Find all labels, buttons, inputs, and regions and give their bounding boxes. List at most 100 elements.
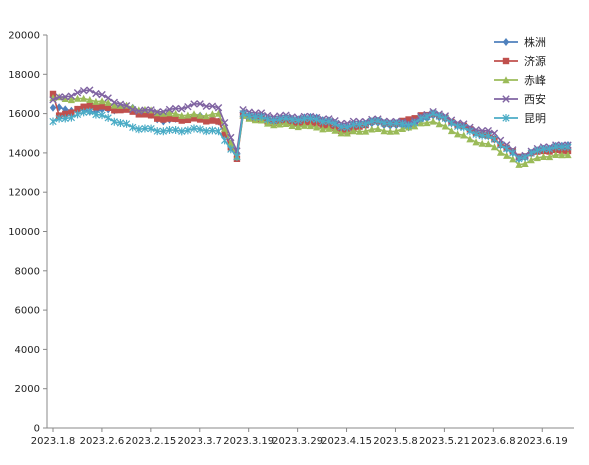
data-point bbox=[104, 94, 112, 102]
data-point bbox=[319, 117, 327, 126]
data-point bbox=[484, 140, 492, 148]
data-point bbox=[552, 142, 560, 151]
data-point bbox=[503, 151, 511, 159]
x-tick-label: 2023.3.29 bbox=[272, 436, 323, 447]
data-point bbox=[214, 127, 223, 136]
data-point bbox=[441, 122, 449, 130]
data-point bbox=[392, 119, 400, 128]
data-point bbox=[306, 114, 315, 123]
legend-label: 西安 bbox=[524, 92, 546, 106]
data-point bbox=[68, 109, 75, 116]
data-point bbox=[521, 153, 529, 162]
data-point bbox=[362, 120, 370, 129]
data-point bbox=[196, 111, 204, 119]
data-point bbox=[122, 119, 131, 128]
data-point bbox=[454, 122, 462, 131]
data-point bbox=[423, 112, 431, 121]
data-point bbox=[49, 103, 57, 112]
y-tick-label: 16000 bbox=[8, 109, 40, 120]
data-point bbox=[263, 115, 272, 124]
data-point bbox=[484, 132, 492, 141]
data-point bbox=[282, 119, 290, 127]
data-point bbox=[221, 136, 229, 145]
data-point bbox=[546, 153, 554, 161]
data-point bbox=[159, 127, 167, 136]
x-tick-label: 2023.6.19 bbox=[517, 436, 568, 447]
data-point bbox=[220, 118, 229, 127]
data-point bbox=[349, 127, 358, 135]
data-point bbox=[184, 126, 192, 135]
data-point bbox=[141, 124, 149, 133]
data-point bbox=[539, 144, 548, 153]
y-tick-label: 12000 bbox=[8, 188, 40, 199]
data-point bbox=[502, 76, 510, 84]
data-point bbox=[209, 117, 216, 124]
data-point bbox=[178, 127, 186, 136]
data-point bbox=[147, 106, 155, 114]
data-point bbox=[129, 108, 136, 115]
data-point bbox=[86, 102, 93, 109]
data-point bbox=[294, 116, 302, 125]
legend-label: 赤峰 bbox=[524, 74, 546, 87]
data-point bbox=[116, 119, 125, 128]
data-point bbox=[423, 119, 431, 127]
data-point bbox=[380, 119, 388, 128]
data-point bbox=[251, 113, 259, 122]
data-point bbox=[202, 102, 210, 110]
data-point bbox=[282, 114, 290, 123]
data-point bbox=[98, 111, 106, 120]
data-point bbox=[325, 117, 333, 126]
data-point bbox=[122, 101, 131, 110]
y-tick-label: 18000 bbox=[8, 70, 40, 81]
data-point bbox=[117, 106, 124, 114]
data-point bbox=[257, 112, 266, 121]
data-point bbox=[110, 98, 119, 107]
data-point bbox=[86, 86, 94, 94]
data-point bbox=[135, 125, 143, 134]
data-point bbox=[502, 114, 510, 122]
data-point bbox=[239, 109, 247, 118]
data-point bbox=[73, 89, 82, 97]
x-tick-label: 2023.5.8 bbox=[373, 436, 418, 447]
data-point bbox=[104, 113, 112, 122]
data-point bbox=[98, 103, 106, 110]
data-point bbox=[509, 148, 517, 157]
data-point bbox=[515, 160, 523, 168]
data-point bbox=[92, 104, 100, 111]
data-point bbox=[160, 116, 167, 123]
series-4 bbox=[49, 107, 572, 163]
data-point bbox=[135, 107, 143, 115]
data-point bbox=[460, 123, 468, 132]
data-point bbox=[276, 120, 284, 128]
data-point bbox=[447, 127, 456, 135]
data-point bbox=[208, 126, 217, 135]
data-point bbox=[441, 114, 450, 123]
data-point bbox=[313, 123, 321, 131]
legend-label: 株洲 bbox=[524, 35, 546, 49]
data-point bbox=[558, 151, 566, 159]
data-point bbox=[165, 126, 174, 135]
data-point bbox=[490, 135, 499, 144]
y-tick-label: 14000 bbox=[8, 148, 40, 159]
data-point bbox=[294, 123, 302, 131]
data-point bbox=[429, 109, 437, 118]
data-point bbox=[490, 129, 499, 137]
x-axis-ticks: 2023.1.8 2023.2.6 2023.2.15 2023.3.7 2023.3.… bbox=[31, 428, 568, 447]
data-point bbox=[533, 146, 541, 155]
data-point bbox=[478, 131, 486, 140]
data-point bbox=[178, 117, 185, 124]
data-point bbox=[233, 152, 241, 161]
data-point bbox=[111, 107, 118, 114]
data-point bbox=[92, 97, 100, 105]
data-point bbox=[104, 104, 112, 112]
x-tick-label: 2023.5.21 bbox=[419, 436, 470, 447]
data-point bbox=[116, 101, 125, 109]
data-point bbox=[545, 145, 554, 154]
data-point bbox=[398, 119, 407, 128]
data-point bbox=[80, 94, 88, 102]
data-point bbox=[533, 154, 541, 162]
data-point bbox=[49, 117, 57, 126]
data-point bbox=[190, 100, 198, 108]
